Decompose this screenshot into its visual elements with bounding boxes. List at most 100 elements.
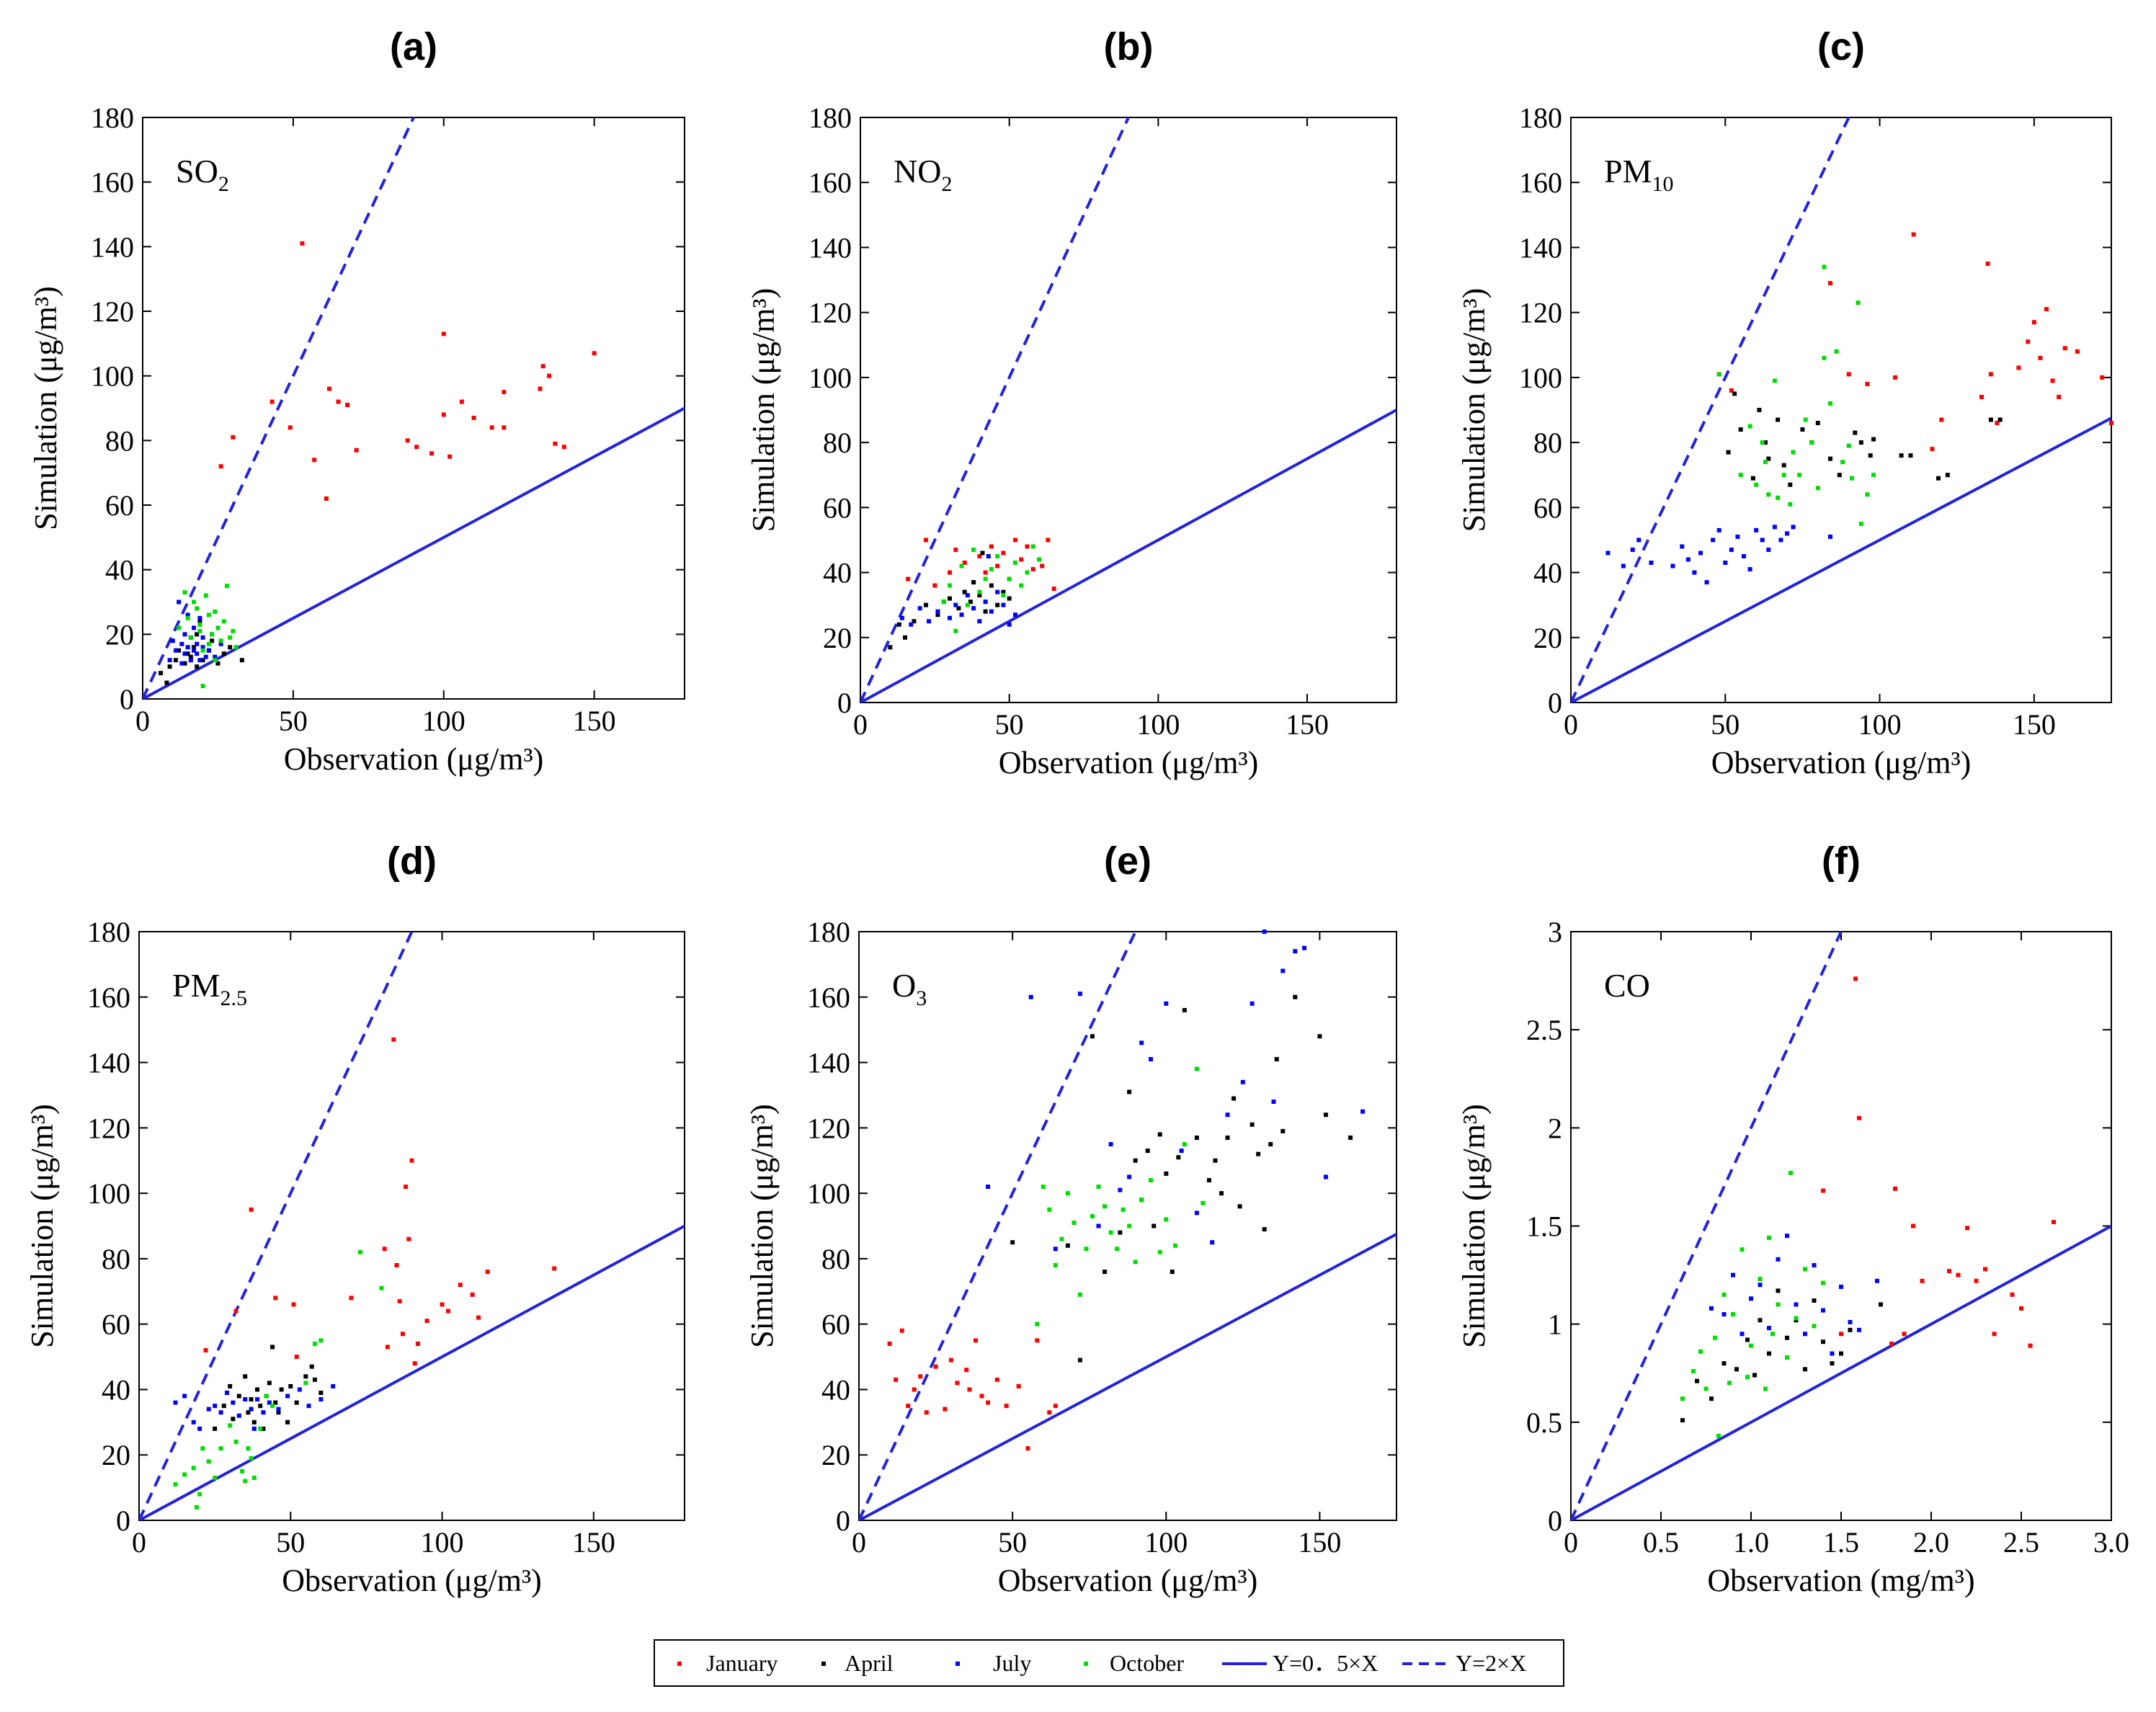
point-july	[927, 619, 932, 624]
point-october	[989, 567, 994, 572]
point-january	[406, 1236, 411, 1241]
point-october	[1785, 1355, 1789, 1360]
point-january	[270, 399, 275, 404]
point-july	[1828, 534, 1832, 539]
point-january	[592, 351, 597, 356]
point-july	[182, 632, 187, 637]
point-july	[1721, 1312, 1727, 1317]
point-july	[276, 1406, 281, 1412]
x-tick-label-e: 150	[1298, 1526, 1341, 1559]
point-january	[547, 373, 551, 378]
point-april	[1219, 1191, 1224, 1196]
point-april	[215, 661, 220, 666]
point-april	[1988, 417, 1993, 422]
point-april	[1830, 1361, 1835, 1366]
panels: (a)0 50 100 150020406080100120140160180Obse…	[24, 25, 2129, 1598]
point-october	[213, 609, 218, 614]
point-april	[989, 583, 994, 588]
point-april	[1908, 453, 1913, 458]
series-january-e	[887, 1328, 1058, 1451]
point-april	[312, 1377, 317, 1382]
point-july	[1148, 1057, 1153, 1062]
point-october	[358, 1249, 363, 1254]
point-july	[971, 606, 976, 611]
point-july	[1127, 1174, 1132, 1180]
point-january	[394, 1262, 399, 1267]
y-tick-label-a: 120	[91, 295, 134, 328]
point-october	[1846, 443, 1851, 448]
panel-c: (c) 0 50 100 150 0 20 40 60 80 100 120 140 160 180 Obse…	[1456, 25, 2113, 780]
point-january	[382, 1247, 387, 1252]
y-tick-label-a: 40	[105, 554, 134, 587]
point-july	[1747, 567, 1752, 572]
point-july	[200, 645, 205, 650]
point-april	[1899, 453, 1904, 458]
point-january	[1995, 421, 2000, 426]
point-october	[953, 628, 958, 633]
point-july	[306, 1404, 311, 1409]
point-january	[1729, 388, 1734, 393]
point-april	[195, 632, 200, 637]
point-january	[354, 447, 359, 452]
point-july	[1767, 1326, 1771, 1331]
point-april	[1767, 1351, 1771, 1356]
y-tick-label-f: 2.5	[1526, 1014, 1562, 1046]
series-january-d	[203, 1037, 557, 1366]
reference-line-solid-c	[1571, 416, 2111, 703]
x-tick-label-b: 50	[995, 708, 1024, 741]
point-october	[1037, 557, 1041, 562]
point-april	[1237, 1204, 1242, 1209]
plot-area-c	[1570, 117, 2112, 703]
point-october	[1754, 482, 1759, 487]
point-january	[1012, 538, 1017, 543]
point-july	[203, 654, 208, 659]
point-july	[1709, 1306, 1714, 1311]
point-october	[213, 658, 218, 663]
y-tick-label-e: 100	[807, 1177, 850, 1210]
point-january	[2010, 1292, 2015, 1297]
point-april	[1250, 1122, 1255, 1127]
point-april	[243, 1374, 248, 1379]
point-october	[1716, 1433, 1721, 1438]
point-july	[192, 625, 197, 630]
point-july	[1735, 534, 1740, 539]
point-october	[1856, 300, 1861, 306]
point-july	[1785, 531, 1789, 536]
point-july	[1785, 1234, 1789, 1239]
legend-marker-april	[821, 1662, 826, 1666]
point-april	[188, 654, 193, 659]
point-july	[1749, 1296, 1753, 1301]
point-january	[540, 364, 545, 369]
point-october	[1803, 1267, 1807, 1272]
point-july	[1096, 1223, 1101, 1229]
point-october	[251, 1475, 257, 1480]
point-july	[206, 648, 211, 653]
point-october	[995, 554, 1000, 558]
point-january	[485, 1270, 490, 1275]
legend-label-january: January	[706, 1650, 778, 1676]
point-april	[1348, 1135, 1353, 1140]
point-january	[424, 1319, 429, 1324]
point-july	[1007, 622, 1012, 627]
point-july	[179, 661, 184, 666]
point-january	[1821, 1188, 1825, 1193]
y-tick-label-e: 140	[807, 1047, 850, 1079]
point-july	[182, 651, 187, 656]
point-july	[1766, 547, 1771, 552]
point-january	[887, 1341, 892, 1346]
x-tick-label-d: 50	[276, 1526, 305, 1559]
point-april	[903, 635, 907, 640]
point-april	[182, 661, 187, 666]
point-july	[1649, 561, 1654, 566]
point-april	[231, 1417, 236, 1422]
point-january	[2075, 349, 2080, 354]
point-january	[429, 451, 435, 456]
point-april	[236, 1394, 241, 1399]
point-april	[273, 1400, 278, 1405]
point-january	[1035, 1338, 1040, 1343]
point-january	[1004, 1404, 1009, 1409]
point-january	[2016, 365, 2021, 370]
point-april	[1721, 1361, 1727, 1366]
point-april	[1734, 1367, 1739, 1372]
point-july	[1857, 1327, 1861, 1332]
